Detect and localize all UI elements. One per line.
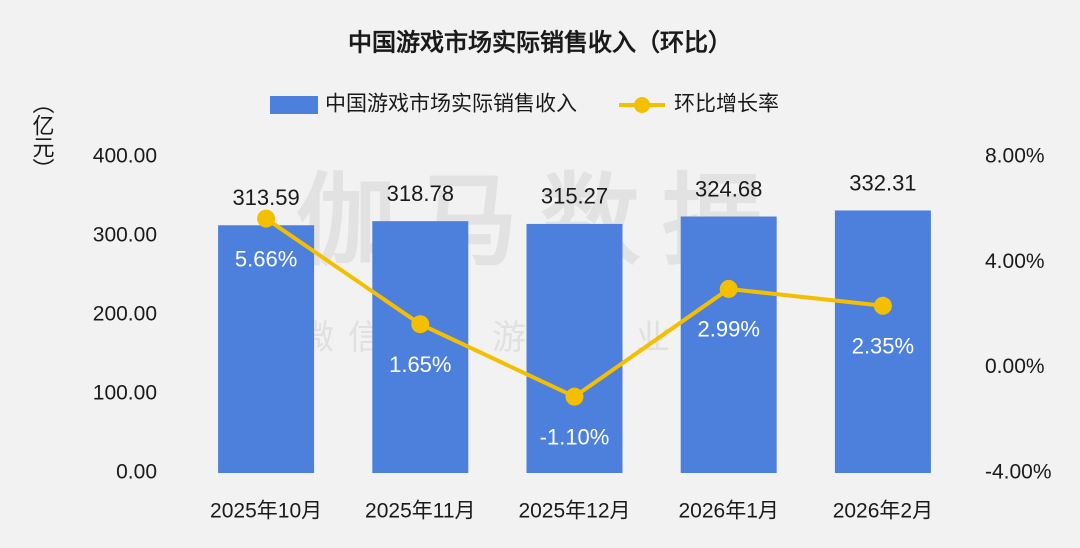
y-tick-label: 300.00 <box>93 224 157 247</box>
data-label: 2.99% <box>698 317 760 342</box>
legend-label: 环比增长率 <box>674 93 779 116</box>
y2-tick-label: -4.00% <box>985 461 1052 484</box>
data-label: 313.59 <box>232 185 299 210</box>
legend-swatch <box>270 96 318 114</box>
x-tick-label: 2025年12月 <box>518 500 630 523</box>
bar <box>526 223 623 473</box>
bar <box>372 221 469 473</box>
line-point <box>565 387 584 406</box>
legend: 中国游戏市场实际销售收入 环比增长率 <box>270 93 779 116</box>
data-label: 318.78 <box>387 181 454 206</box>
y-tick-label: 100.00 <box>93 382 157 405</box>
x-tick-label: 2025年11月 <box>365 500 476 523</box>
y-axis-label: （亿元） <box>30 92 55 180</box>
y2-tick-label: 8.00% <box>985 145 1045 168</box>
data-label: 1.65% <box>389 352 451 377</box>
x-tick-label: 2026年2月 <box>833 500 933 523</box>
data-label: 324.68 <box>695 176 762 201</box>
bar <box>218 225 315 473</box>
data-label: 2.35% <box>852 334 914 359</box>
data-label: 332.31 <box>849 170 916 195</box>
y-tick-label: 0.00 <box>116 461 157 484</box>
line-point <box>411 315 430 334</box>
y-tick-label: 200.00 <box>93 303 157 326</box>
y2-tick-label: 0.00% <box>985 355 1045 378</box>
x-tick-label: 2025年10月 <box>210 500 322 523</box>
y2-tick-label: 4.00% <box>985 250 1045 273</box>
line-point <box>873 296 892 315</box>
line-point <box>257 209 276 228</box>
bar <box>680 216 777 473</box>
line-point <box>719 279 738 298</box>
data-label: 5.66% <box>235 246 297 271</box>
chart-title: 中国游戏市场实际销售收入（环比） <box>348 28 732 56</box>
legend-swatch <box>634 97 650 113</box>
legend-label: 中国游戏市场实际销售收入 <box>325 93 577 116</box>
x-tick-label: 2026年1月 <box>678 500 778 523</box>
bar <box>834 210 931 473</box>
data-label: 315.27 <box>541 184 608 209</box>
y-tick-label: 400.00 <box>93 145 157 168</box>
data-label: -1.10% <box>540 424 610 449</box>
